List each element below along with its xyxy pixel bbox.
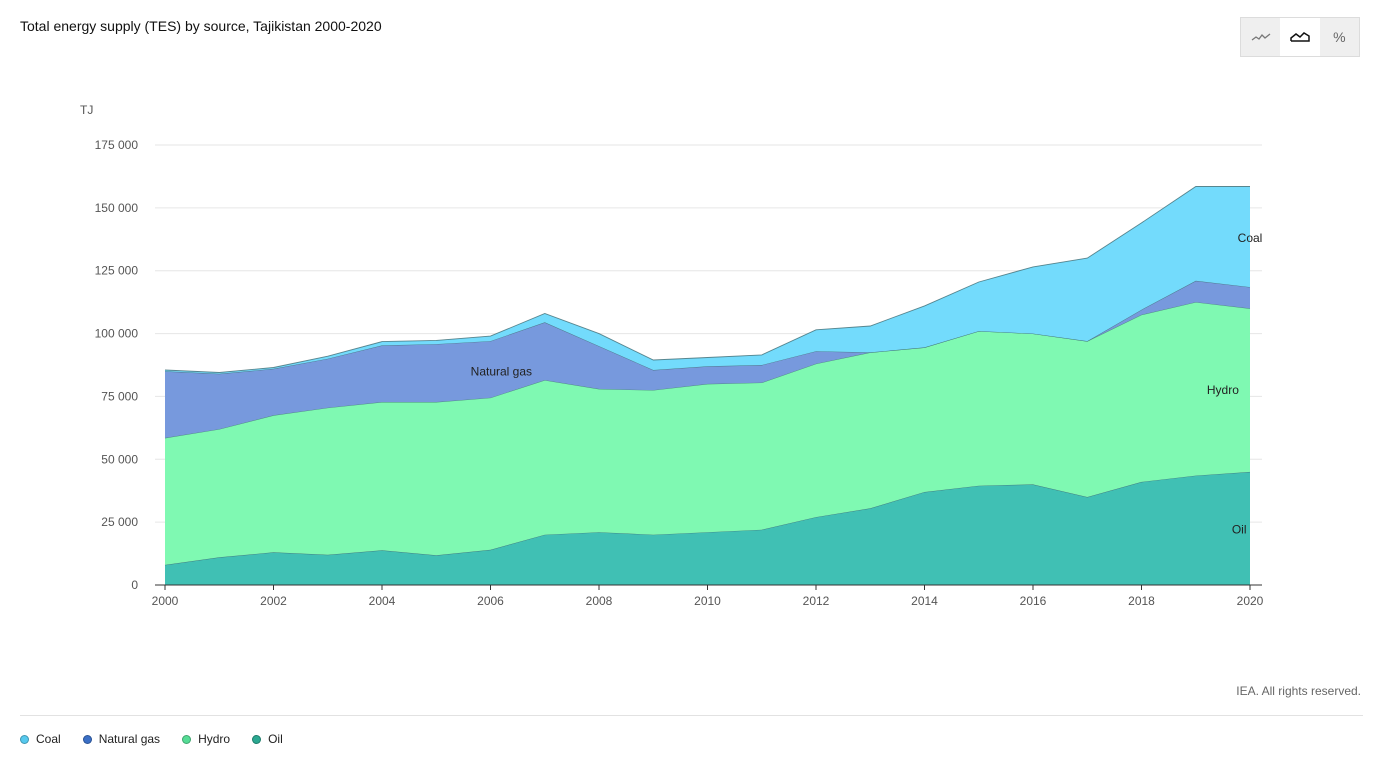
area-layer xyxy=(164,186,1251,585)
legend-label-oil: Oil xyxy=(268,732,283,746)
legend-label-hydro: Hydro xyxy=(198,732,231,746)
x-tick-label-2000: 2000 xyxy=(152,594,179,608)
line-chart-icon xyxy=(1251,33,1271,41)
y-tick-label-150000: 150 000 xyxy=(95,201,139,215)
area-natural-gas xyxy=(165,280,1250,438)
x-tick-label-2020: 2020 xyxy=(1237,594,1264,608)
legend-label-coal: Coal xyxy=(36,732,61,746)
y-axis-unit-label: TJ xyxy=(80,103,93,117)
chart-title: Total energy supply (TES) by source, Taj… xyxy=(20,18,382,34)
area-label-coal: Coal xyxy=(1238,231,1263,245)
y-tick-label-125000: 125 000 xyxy=(95,264,139,278)
percent-icon: % xyxy=(1333,29,1346,45)
x-tick-label-2002: 2002 xyxy=(260,594,287,608)
x-tick-label-2010: 2010 xyxy=(694,594,721,608)
legend-item-natural-gas[interactable]: Natural gas xyxy=(82,732,161,746)
x-tick-label-2018: 2018 xyxy=(1128,594,1155,608)
y-tick-label-25000: 25 000 xyxy=(101,515,138,529)
area-coal xyxy=(165,186,1250,374)
area-label-natural-gas: Natural gas xyxy=(471,364,532,378)
area-chart-button[interactable] xyxy=(1280,18,1320,56)
area-edge-coal xyxy=(164,186,1250,373)
x-tick-label-2006: 2006 xyxy=(477,594,504,608)
line-chart-button[interactable] xyxy=(1241,18,1280,56)
chart-type-toggle: % xyxy=(1240,17,1360,57)
x-tick-label-2004: 2004 xyxy=(369,594,396,608)
axis-layer xyxy=(155,584,1262,590)
legend-dot-coal xyxy=(20,734,29,744)
legend-dot-natural-gas xyxy=(82,734,92,744)
label-layer: 0 25 000 50 000 75 000 100 000 125 000 150 000… xyxy=(80,103,1264,608)
area-hydro xyxy=(165,302,1250,565)
legend-dot-oil xyxy=(252,734,262,744)
y-tick-label-100000: 100 000 xyxy=(95,327,139,341)
copyright-credit: IEA. All rights reserved. xyxy=(1236,684,1361,698)
area-oil xyxy=(165,471,1250,585)
legend-dot-hydro xyxy=(182,734,192,744)
y-tick-label-175000: 175 000 xyxy=(95,138,139,152)
area-chart-icon xyxy=(1290,32,1310,42)
x-tick-label-2014: 2014 xyxy=(911,594,938,608)
y-tick-label-75000: 75 000 xyxy=(101,389,138,403)
x-tick-label-2016: 2016 xyxy=(1020,594,1047,608)
area-label-hydro: Hydro xyxy=(1207,383,1239,397)
percent-button[interactable]: % xyxy=(1320,18,1359,56)
legend-label-natural-gas: Natural gas xyxy=(98,732,161,746)
x-tick-label-2008: 2008 xyxy=(586,594,613,608)
legend-divider xyxy=(20,715,1363,716)
x-tick-label-2012: 2012 xyxy=(803,594,830,608)
area-label-oil: Oil xyxy=(1232,523,1247,537)
legend-item-coal[interactable]: Coal xyxy=(20,732,61,746)
area-chart: 0 25 000 50 000 75 000 100 000 125 000 150 000… xyxy=(80,103,1264,608)
y-tick-label-50000: 50 000 xyxy=(101,452,138,466)
legend: Coal Natural gas Hydro Oil xyxy=(20,732,283,746)
legend-item-hydro[interactable]: Hydro xyxy=(182,732,230,746)
y-tick-label-0: 0 xyxy=(131,578,138,592)
legend-item-oil[interactable]: Oil xyxy=(252,732,283,746)
